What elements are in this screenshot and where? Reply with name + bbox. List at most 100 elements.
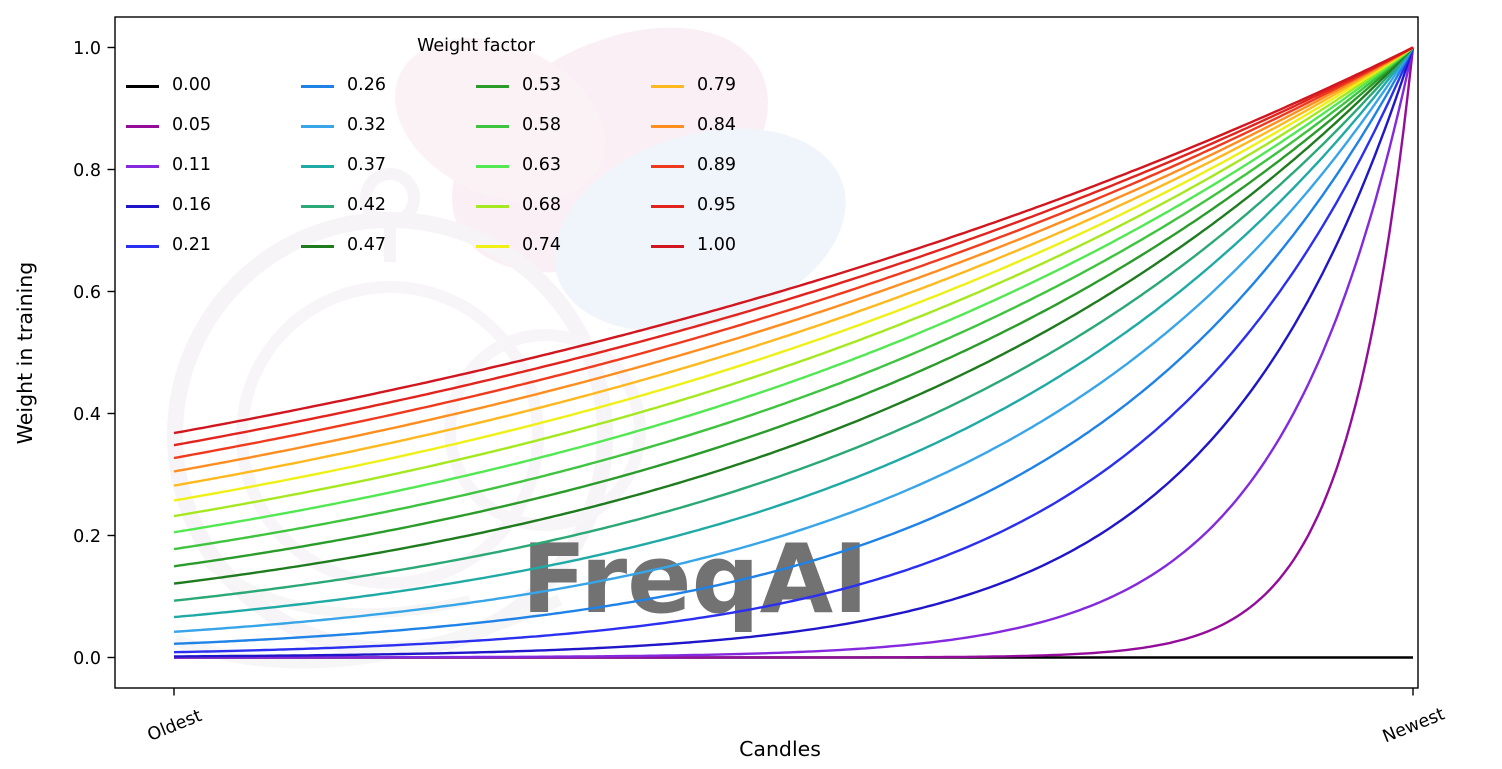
series-line-0.95 [173, 46, 1414, 447]
series-line-0.32 [173, 46, 1415, 633]
legend-line-swatch [126, 204, 159, 208]
legend-item-0.53: 0.53 [476, 66, 651, 106]
watermark-wing-arc [172, 594, 563, 669]
watermark-text: FreqAI [522, 525, 869, 635]
legend-line-swatch [476, 164, 509, 168]
series-line-0.74 [173, 46, 1414, 502]
legend-label: 0.42 [347, 195, 386, 216]
series-line-0.68 [173, 46, 1414, 518]
legend-label: 0.26 [347, 75, 386, 96]
y-tick-label: 0.2 [73, 527, 101, 547]
legend-line-swatch [476, 84, 509, 88]
series-line-1.00 [173, 46, 1414, 435]
series-line-0.79 [173, 46, 1414, 487]
legend-title: Weight factor [417, 36, 535, 56]
legend-line-swatch [126, 124, 159, 128]
legend: Weight factor 0.00 0.05 0.11 0.16 0.21 0.26 0.… [126, 36, 826, 266]
x-tick-label: Newest [1380, 704, 1448, 747]
legend-item-0.89: 0.89 [651, 146, 826, 186]
x-tick-label: Oldest [145, 706, 205, 746]
y-tick-label: 0.8 [73, 161, 101, 181]
y-tick-label: 0.4 [73, 405, 101, 425]
series-line-0.58 [173, 46, 1414, 551]
series-line-0.47 [173, 46, 1414, 585]
watermark-petal-blue [554, 128, 846, 332]
legend-label: 0.68 [522, 195, 561, 216]
series-line-0.53 [173, 46, 1414, 568]
watermark-petal-pink-2 [394, 38, 606, 202]
legend-line-swatch [301, 164, 334, 168]
series-line-0.21 [173, 47, 1415, 654]
legend-item-0.42: 0.42 [301, 186, 476, 226]
legend-item-0.47: 0.47 [301, 226, 476, 266]
series-line-0.42 [173, 46, 1414, 602]
series-line-0.37 [173, 46, 1414, 619]
legend-line-swatch [476, 244, 509, 248]
legend-label: 0.58 [522, 115, 561, 136]
y-tick-label: 1.0 [73, 39, 101, 59]
legend-item-0.16: 0.16 [126, 186, 301, 226]
y-axis-label: Weight in training [13, 262, 37, 445]
legend-label: 0.11 [172, 155, 211, 176]
legend-label: 0.37 [347, 155, 386, 176]
legend-item-0.79: 0.79 [651, 66, 826, 106]
series-line-0.89 [173, 46, 1414, 460]
legend-item-1.00: 1.00 [651, 226, 826, 266]
watermark-stopwatch-crown [360, 168, 420, 228]
legend-label: 1.00 [697, 235, 736, 256]
legend-line-swatch [126, 244, 159, 248]
series-line-0.11 [174, 47, 1415, 659]
legend-line-swatch [651, 124, 684, 128]
legend-label: 0.16 [172, 195, 211, 216]
axes-spines [114, 16, 1419, 689]
legend-line-swatch [301, 84, 334, 88]
legend-label: 0.79 [697, 75, 736, 96]
legend-item-0.05: 0.05 [126, 106, 301, 146]
legend-line-swatch [301, 124, 334, 128]
legend-line-swatch [301, 244, 334, 248]
legend-label: 0.95 [697, 195, 736, 216]
legend-label: 0.89 [697, 155, 736, 176]
curves [173, 46, 1415, 659]
legend-label: 0.47 [347, 235, 386, 256]
legend-item-0.32: 0.32 [301, 106, 476, 146]
legend-line-swatch [651, 164, 684, 168]
legend-line-swatch [476, 204, 509, 208]
legend-item-0.21: 0.21 [126, 226, 301, 266]
legend-item-0.63: 0.63 [476, 146, 651, 186]
legend-label: 0.84 [697, 115, 736, 136]
series-line-0.84 [173, 46, 1414, 473]
legend-line-swatch [651, 204, 684, 208]
legend-label: 0.05 [172, 115, 211, 136]
freqai-watermark: FreqAI [167, 27, 869, 669]
legend-line-swatch [126, 84, 159, 88]
watermark-stopwatch-inner-circle [236, 281, 544, 589]
y-tick-label: 0.6 [73, 283, 101, 303]
legend-item-0.58: 0.58 [476, 106, 651, 146]
legend-item-0.84: 0.84 [651, 106, 826, 146]
legend-line-swatch [126, 164, 159, 168]
series-line-0.26 [173, 46, 1415, 645]
legend-line-swatch [301, 204, 334, 208]
x-axis-label: Candles [739, 737, 821, 761]
legend-label: 0.32 [347, 115, 386, 136]
legend-label: 0.53 [522, 75, 561, 96]
legend-entries: 0.00 0.05 0.11 0.16 0.21 0.26 0.32 0.37 0.42 0.47… [126, 66, 826, 266]
legend-item-0.11: 0.11 [126, 146, 301, 186]
legend-item-0.74: 0.74 [476, 226, 651, 266]
legend-label: 0.21 [172, 235, 211, 256]
legend-line-swatch [651, 84, 684, 88]
legend-item-0.00: 0.00 [126, 66, 301, 106]
series-line-0.63 [173, 46, 1414, 534]
series-line-0.16 [174, 47, 1415, 658]
legend-line-swatch [476, 124, 509, 128]
legend-item-0.95: 0.95 [651, 186, 826, 226]
legend-item-0.68: 0.68 [476, 186, 651, 226]
legend-label: 0.00 [172, 75, 211, 96]
legend-label: 0.74 [522, 235, 561, 256]
legend-line-swatch [651, 244, 684, 248]
legend-label: 0.63 [522, 155, 561, 176]
legend-item-0.26: 0.26 [301, 66, 476, 106]
